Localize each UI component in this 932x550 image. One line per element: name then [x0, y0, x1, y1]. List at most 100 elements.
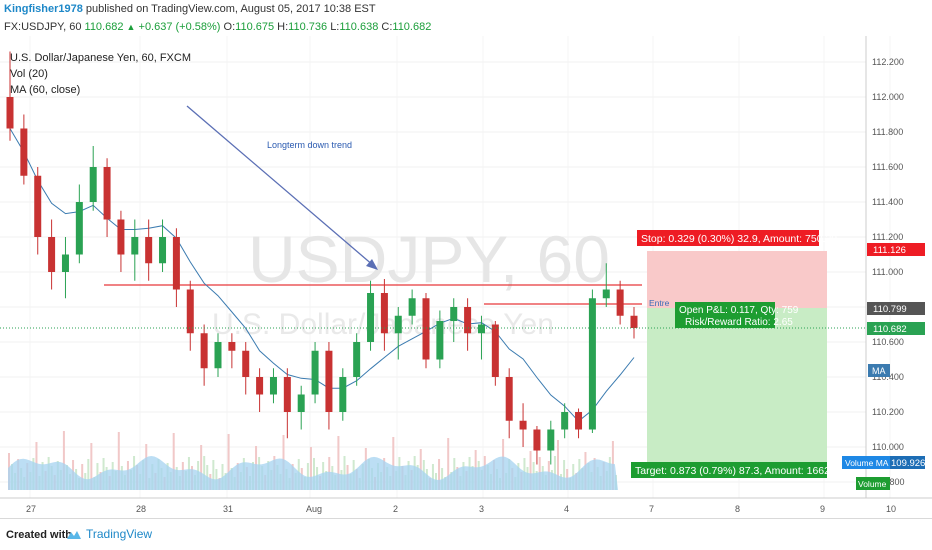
price-tick-label: 110.200: [872, 407, 904, 417]
last-price: 110.682: [84, 21, 124, 33]
candle: [200, 324, 208, 386]
candle: [297, 385, 305, 430]
volume-bar: [81, 464, 84, 490]
stop-label: Stop: 0.329 (0.30%) 32.9, Amount: 750.29: [641, 233, 837, 245]
volume-bar: [343, 456, 346, 490]
candle: [477, 315, 485, 360]
candle: [394, 307, 402, 360]
volume-bar: [557, 440, 559, 490]
legend-volume[interactable]: Vol (20): [10, 68, 48, 80]
time-tick-label: 10: [886, 504, 896, 514]
price-chart[interactable]: USDJPY, 60 U.S. Dollar/Japanese Yen Long…: [0, 36, 932, 518]
price-tick-label: 112.000: [872, 92, 904, 102]
entry-price-tag: [867, 302, 925, 315]
candle: [325, 342, 333, 430]
candle: [367, 280, 375, 351]
publish-header: Kingfisher1978 published on TradingView.…: [0, 0, 932, 18]
stop-label-box: [637, 230, 819, 246]
volume-bar: [212, 460, 215, 490]
candle: [311, 342, 319, 404]
volume-bar: [447, 438, 450, 490]
volume-bar: [62, 431, 65, 490]
candlesticks: [6, 51, 638, 465]
price-tick-label: 111.200: [872, 232, 903, 242]
candle: [533, 426, 541, 465]
price-tick-label: 111.400: [872, 197, 903, 207]
candle: [214, 333, 222, 377]
volume-ma-area: [8, 456, 618, 490]
candle: [519, 403, 527, 447]
candle: [575, 408, 583, 439]
open-value: 110.675: [235, 21, 275, 33]
candle: [269, 368, 277, 404]
volume-ma-tag-text: Volume MA: [845, 458, 889, 468]
stop-zone: [647, 251, 827, 308]
price-tick-label: 112.200: [872, 57, 904, 67]
close-label: C:: [381, 21, 393, 33]
time-tick-label: 4: [564, 504, 569, 514]
volume-ma-tag: [842, 456, 890, 469]
footer: Created with TradingView: [0, 518, 932, 550]
volume-bar: [117, 432, 120, 490]
candle: [353, 333, 361, 386]
time-axis[interactable]: 27 28 31 Aug 2 3 4 7 8 9 10: [26, 504, 896, 514]
open-pl-label: Open P&L: 0.117, Qty: 759: [679, 305, 799, 316]
candle: [34, 167, 42, 255]
time-tick-label: 28: [136, 504, 146, 514]
candle: [20, 114, 28, 185]
volume-bar: [337, 436, 340, 490]
price-tick-label: 111.600: [872, 162, 903, 172]
target-label: Target: 0.873 (0.79%) 87.3, Amount: 1662…: [635, 465, 845, 477]
candle: [630, 307, 638, 339]
volume-bar: [441, 468, 444, 490]
candle: [561, 403, 569, 439]
low-label: L:: [330, 21, 340, 33]
price-axis[interactable]: 112.200 112.000 111.800 111.600 111.400 111.2…: [872, 57, 905, 487]
price-tick-label: 110.000: [872, 442, 904, 452]
ma-tag: [868, 364, 890, 377]
time-tick-label: 27: [26, 504, 36, 514]
symbol-label: FX:USDJPY, 60: [4, 21, 82, 33]
last-price-text: 110.682: [873, 324, 907, 335]
candle: [256, 368, 264, 412]
candle: [464, 298, 472, 351]
stop-price-tag: [867, 243, 925, 256]
tradingview-logo-icon: [67, 530, 81, 539]
candle: [6, 51, 14, 141]
legend-ma[interactable]: MA (60, close): [10, 84, 81, 96]
volume-bar: [309, 447, 312, 490]
time-tick-label: 8: [735, 504, 740, 514]
volume-bar: [200, 445, 203, 490]
close-value: 110.682: [392, 21, 432, 33]
volume-bar: [227, 434, 230, 490]
volume-tag: [856, 477, 890, 490]
target-price-tag: [890, 456, 925, 469]
candle: [145, 219, 153, 281]
up-triangle-icon: ▲: [126, 22, 136, 32]
candle: [408, 289, 416, 325]
volume-bar: [553, 456, 556, 490]
candle: [616, 280, 624, 325]
chart-legend: U.S. Dollar/Japanese Yen, 60, FXCM Vol (…: [10, 50, 191, 98]
entry-label: Entre: [649, 298, 670, 308]
price-change: +0.637 (+0.58%): [138, 21, 221, 33]
high-value: 110.736: [288, 21, 328, 33]
volume-bar: [563, 460, 566, 490]
moving-average-line: [9, 128, 635, 422]
candle: [283, 368, 291, 439]
trend-arrowhead: [366, 259, 378, 270]
stop-price-text: 111.126: [873, 245, 906, 256]
time-tick-label: 2: [393, 504, 398, 514]
volume-tag-text: Volume: [858, 479, 887, 489]
time-tick-label: 3: [479, 504, 484, 514]
volume-bar: [529, 451, 532, 490]
tradingview-brand[interactable]: TradingView: [66, 527, 152, 541]
volume-bar: [392, 437, 395, 490]
price-tick-label: 110.600: [872, 337, 904, 347]
watermark-symbol: USDJPY, 60: [248, 222, 610, 296]
author-link[interactable]: Kingfisher1978: [4, 3, 83, 15]
candle: [436, 310, 444, 369]
open-pl-box: [675, 302, 775, 328]
candle: [491, 321, 499, 386]
volume-bar: [431, 464, 434, 490]
